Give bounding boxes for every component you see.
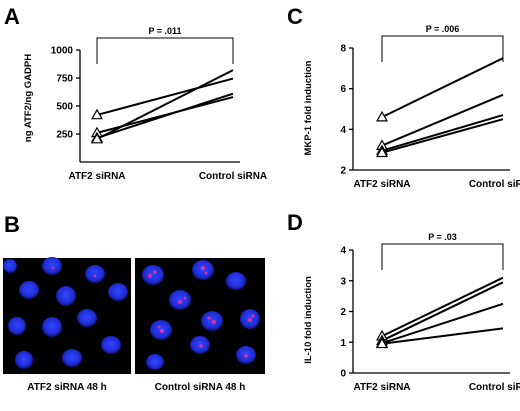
panel-d-y-tick-label: 4: [340, 246, 346, 257]
panel-d-letter: D: [287, 210, 303, 235]
nucleus: [15, 351, 33, 369]
panel-a-y-axis-label: ng ATF2/ng GADPH: [23, 54, 34, 142]
panel-c-p-value: P = .006: [426, 24, 460, 34]
nuclear-focus: [178, 300, 182, 304]
nucleus: [62, 349, 82, 367]
nuclear-focus: [251, 314, 255, 318]
panel-a-significance-bracket: [96, 37, 234, 64]
panel-c-series-line: [381, 93, 504, 147]
panel-d-y-tick-label: 1: [340, 338, 346, 349]
panel-d-series-line: [381, 302, 504, 345]
panel-d-y-tick-label: 2: [340, 307, 346, 318]
panel-a-plot-area: 250 500 750 1000 ATF2 siRNA Control siRNA P = …: [51, 26, 267, 182]
nucleus: [8, 317, 26, 335]
nuclear-focus: [148, 274, 152, 278]
nuclear-focus: [51, 266, 55, 270]
nuclear-focus: [207, 316, 211, 320]
panel-a-x-tick-label: Control siRNA: [199, 171, 267, 182]
panel-d-y-tick-label: 0: [340, 369, 346, 380]
nucleus: [142, 265, 164, 285]
panel-d-p-value: P = .03: [428, 232, 457, 242]
panel-a-y-tick-label: 1000: [51, 46, 74, 57]
panel-a-p-value: P = .011: [148, 26, 181, 36]
panel-d-y-tick-label: 3: [340, 276, 346, 287]
nucleus: [101, 336, 121, 354]
panel-c-data-point: [375, 146, 389, 158]
panel-c-letter: C: [287, 4, 303, 29]
left-micrograph-caption: ATF2 siRNA 48 h: [27, 382, 106, 393]
panel-a-data-point: [90, 108, 104, 120]
nuclear-focus: [201, 266, 205, 270]
panel-c-y-tick-label: 4: [340, 125, 346, 136]
panel-a-y-tick-label: 750: [56, 74, 73, 85]
panel-c-x-tick-label: ATF2 siRNA: [353, 179, 410, 190]
nuclear-focus: [204, 271, 208, 275]
nuclear-focus: [93, 274, 97, 278]
nucleus: [77, 309, 97, 327]
nucleus: [201, 311, 223, 331]
nuclear-focus: [183, 296, 187, 300]
nuclear-focus: [160, 329, 164, 333]
panel-d-significance-bracket: [381, 243, 504, 270]
nucleus: [42, 257, 62, 275]
panel-a-series-line: [96, 69, 234, 140]
panel-a-y-tick-label: 500: [56, 102, 73, 113]
nucleus: [3, 259, 17, 273]
panel-a-letter: A: [4, 4, 20, 29]
panel-d-plot-area: 0 1 2 3 4 ATF2 siRNA Control siRNA P = .03: [340, 232, 520, 393]
nuclear-focus: [157, 325, 161, 329]
panel-c-y-tick-label: 8: [340, 44, 346, 55]
panel-a-y-tick-label: 250: [56, 130, 73, 141]
left-micrograph-nuclei: [3, 257, 128, 369]
panel-c-data-point: [375, 110, 389, 122]
nuclear-focus: [153, 270, 157, 274]
nucleus: [226, 272, 246, 290]
panel-a-chart: A ng ATF2/ng GADPH 250 500 750 1000 ATF2 siR…: [4, 4, 267, 182]
panel-c-series-line: [381, 118, 504, 154]
panel-c-chart: C MKP-1 fold induction 2 4 6 8 ATF2 siRNA Con…: [287, 4, 520, 190]
panel-c-series-line: [381, 114, 504, 152]
nucleus: [56, 286, 76, 306]
nucleus: [146, 354, 164, 370]
panel-b-letter: B: [4, 212, 20, 237]
panel-c-y-tick-label: 6: [340, 84, 346, 95]
panel-d-data-point: [375, 337, 389, 349]
panel-d-y-axis-label: IL-10 fold induction: [303, 276, 314, 364]
nucleus: [108, 283, 128, 301]
panel-c-significance-bracket: [381, 35, 504, 62]
nuclear-focus: [211, 319, 217, 325]
panel-c-y-tick-label: 2: [340, 166, 346, 177]
nucleus: [42, 317, 62, 337]
nuclear-focus: [244, 354, 248, 358]
panel-d-x-tick-label: Control siRNA: [469, 382, 520, 393]
nucleus: [85, 265, 105, 283]
panel-c-y-axis-label: MKP-1 fold induction: [303, 60, 314, 155]
panel-d-chart: D IL-10 fold induction 0 1 2 3 4 ATF2 siRNA Co…: [287, 210, 520, 393]
right-micrograph-caption: Control siRNA 48 h: [155, 382, 246, 393]
panel-a-series-line: [96, 77, 234, 116]
nuclear-focus: [199, 344, 203, 348]
panel-a-x-tick-label: ATF2 siRNA: [68, 171, 125, 182]
panel-c-series-line: [381, 57, 504, 119]
panel-b-micrographs: B ATF2 siRNA 48 h Control siRNA 48 h: [3, 212, 265, 393]
panel-c-x-tick-label: Control siRNA: [469, 179, 520, 190]
right-micrograph-nuclei: [142, 260, 260, 370]
panel-d-series-line: [381, 276, 504, 338]
panel-c-plot-area: 2 4 6 8 ATF2 siRNA Control siRNA P = .006: [340, 24, 520, 190]
panel-a-data-point: [90, 132, 104, 144]
nucleus: [19, 281, 39, 299]
nuclear-focus: [248, 318, 252, 322]
panel-d-x-tick-label: ATF2 siRNA: [353, 382, 410, 393]
panel-a-series-line: [96, 92, 234, 139]
panel-d-series-line: [381, 281, 504, 342]
panel-d-series-line: [381, 327, 504, 345]
